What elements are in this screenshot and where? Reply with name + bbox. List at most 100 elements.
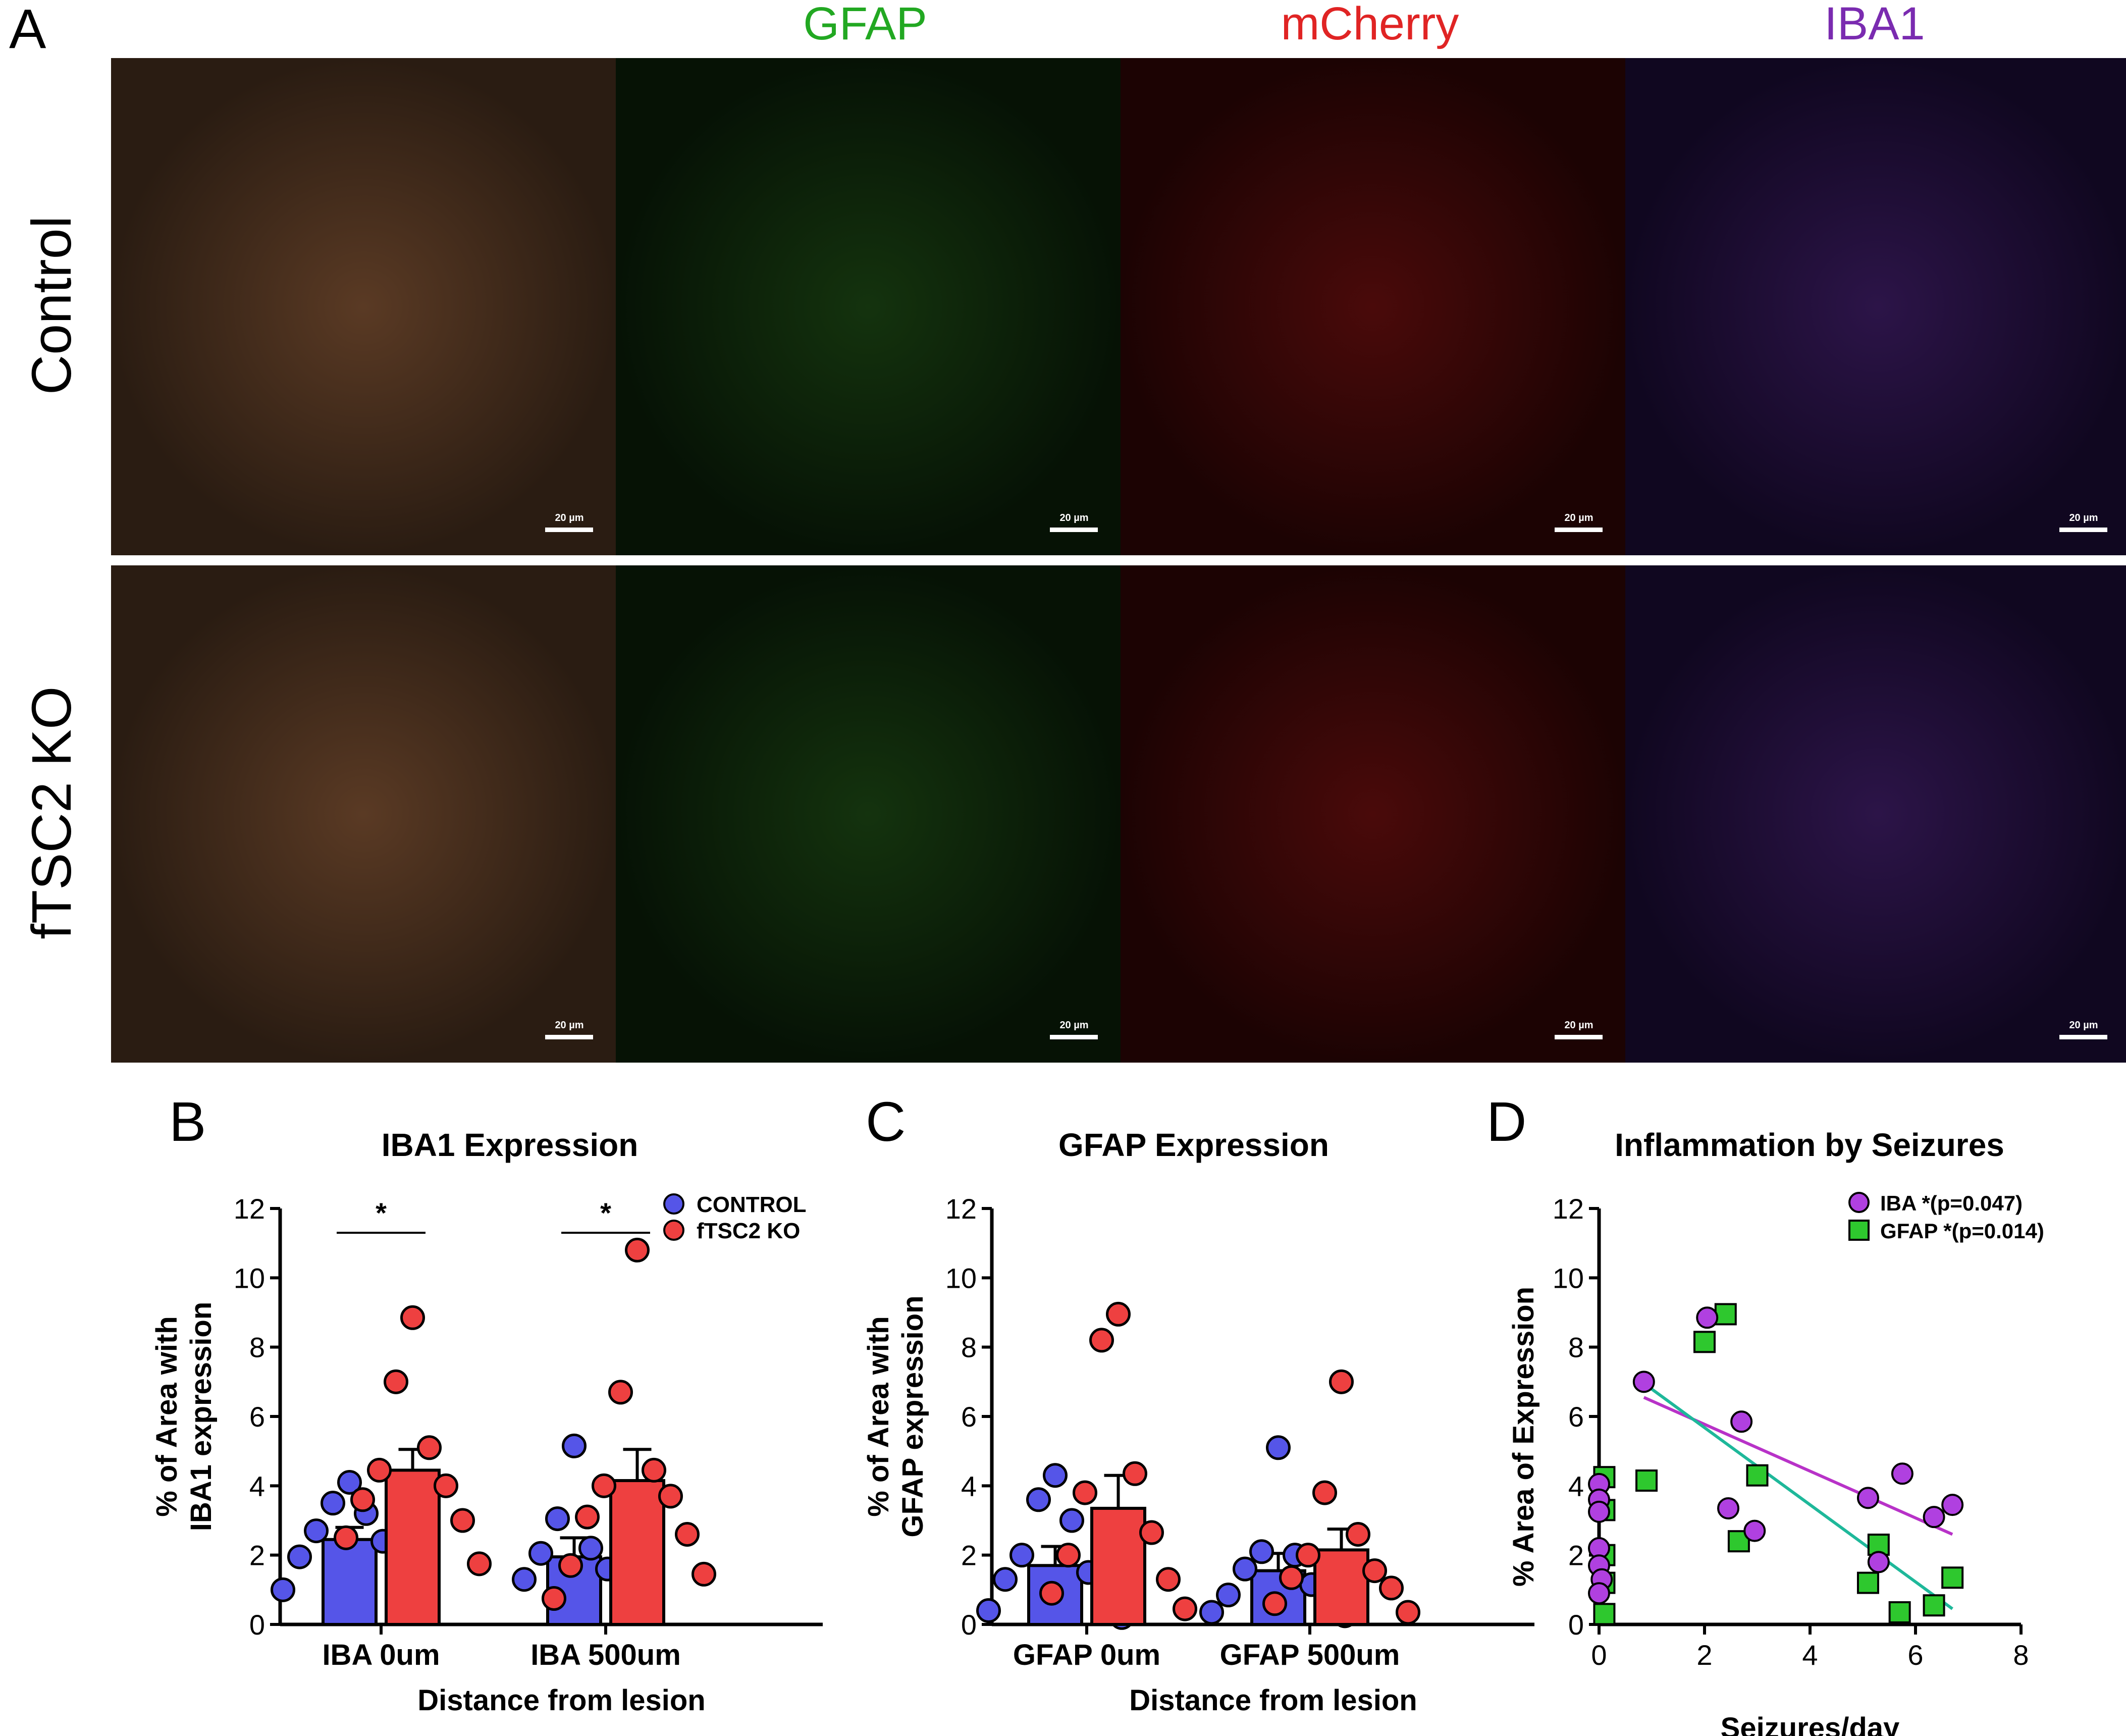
- y-tick-label: 4: [961, 1470, 977, 1502]
- data-point: [558, 1553, 583, 1578]
- legend-label: IBA *(p=0.047): [1880, 1191, 2023, 1215]
- y-tick-label: 4: [249, 1470, 265, 1502]
- y-tick-label: 0: [961, 1609, 977, 1641]
- y-tick-label: 10: [234, 1262, 265, 1294]
- chart-title: IBA1 Expression: [382, 1127, 639, 1163]
- data-point-gfap: [1593, 1603, 1616, 1625]
- data-point: [334, 1525, 358, 1550]
- panel-a-letter: A: [9, 0, 46, 60]
- x-tick-label: 6: [1907, 1639, 1923, 1671]
- bar-control: [322, 1538, 378, 1626]
- data-point: [578, 1536, 603, 1561]
- data-point: [528, 1541, 553, 1566]
- data-point: [1262, 1591, 1287, 1616]
- bar-ftsc2ko: [1313, 1548, 1369, 1626]
- data-point: [1362, 1558, 1387, 1584]
- x-axis-label: Distance from lesion: [1129, 1684, 1417, 1717]
- data-point: [434, 1473, 458, 1498]
- data-point: [400, 1305, 425, 1330]
- data-point-gfap: [1941, 1566, 1964, 1589]
- data-point: [337, 1469, 362, 1495]
- scale-bar: [545, 528, 593, 532]
- data-point-iba: [1588, 1582, 1610, 1605]
- micrograph-background: [1121, 565, 1625, 1063]
- y-tick-label: 6: [961, 1401, 977, 1433]
- micrograph-background: [616, 565, 1121, 1063]
- data-point: [1296, 1543, 1320, 1568]
- data-point: [1346, 1521, 1370, 1547]
- data-point: [1139, 1520, 1164, 1545]
- micrograph-control-gfap: 20 µm: [616, 58, 1121, 555]
- data-point-iba: [1696, 1306, 1719, 1329]
- y-tick-label: 2: [961, 1540, 977, 1571]
- y-tick-label: 4: [1568, 1470, 1584, 1502]
- data-point: [1312, 1480, 1337, 1505]
- y-tick-label: 10: [1553, 1262, 1584, 1294]
- legend-label: fTSC2 KO: [697, 1219, 800, 1243]
- legend-marker: [663, 1193, 684, 1215]
- data-point: [467, 1551, 492, 1576]
- data-point: [1266, 1435, 1291, 1460]
- y-axis-label: % Area of Expression: [1507, 1287, 1540, 1587]
- x-tick-label: 2: [1696, 1639, 1712, 1671]
- y-axis-label-line: % of Area with: [150, 1316, 183, 1516]
- data-point: [304, 1518, 329, 1544]
- data-point-gfap: [1635, 1469, 1658, 1492]
- micrograph-ftsc2ko-gfap: 20 µm: [616, 565, 1121, 1063]
- data-point-gfap: [1888, 1601, 1911, 1623]
- data-point: [642, 1457, 666, 1483]
- micrograph-grid: 20 µm 20 µm 20 µm 20 µm 20 µm 20 µm 20 µm 20 µm: [111, 58, 2126, 1063]
- y-tick-label: 12: [945, 1193, 977, 1225]
- scale-bar: [1555, 528, 1603, 532]
- panel-letter: D: [1486, 1091, 1526, 1153]
- x-tick-label: 0: [1591, 1639, 1607, 1671]
- data-point: [976, 1598, 1001, 1623]
- data-point-iba: [1588, 1500, 1610, 1523]
- chart-inflammation-by-seizures: D Inflammation by Seizures 0 2 4 6 8 10 12 0 2 4 6 8%…: [1486, 1091, 2044, 1736]
- bar-ftsc2ko: [609, 1479, 665, 1626]
- legend-marker: [1848, 1220, 1870, 1241]
- row-divider: [111, 555, 2126, 565]
- micrograph-background: [1625, 565, 2126, 1063]
- scale-bar-label: 20 µm: [1059, 1020, 1088, 1031]
- data-point: [1123, 1461, 1147, 1486]
- data-point: [1043, 1463, 1068, 1488]
- data-point: [658, 1484, 683, 1509]
- y-tick-label: 12: [234, 1193, 265, 1225]
- column-header-iba1: IBA1: [1824, 0, 1925, 49]
- data-point: [608, 1380, 633, 1405]
- chart-title: GFAP Expression: [1058, 1127, 1329, 1163]
- scale-bar-label: 20 µm: [1059, 512, 1088, 523]
- data-point: [384, 1369, 408, 1394]
- x-tick-label: IBA 500um: [530, 1639, 681, 1671]
- data-point-iba: [1730, 1410, 1753, 1433]
- data-point-iba: [1856, 1487, 1879, 1509]
- data-point: [625, 1237, 650, 1262]
- scale-bar: [1050, 528, 1098, 532]
- significance-marker: *: [376, 1197, 387, 1229]
- scale-bar-label: 20 µm: [2069, 1020, 2098, 1031]
- scale-bar-label: 20 µm: [2069, 512, 2098, 523]
- data-point-iba: [1867, 1551, 1890, 1573]
- data-point-gfap: [1714, 1303, 1737, 1326]
- micrograph-ftsc2ko-mcherry: 20 µm: [1121, 565, 1625, 1063]
- data-point: [1059, 1508, 1084, 1533]
- data-point-gfap: [1923, 1594, 1945, 1617]
- micrograph-ftsc2ko-iba1: 20 µm: [1625, 565, 2126, 1063]
- data-point-iba: [1717, 1497, 1740, 1519]
- x-tick-label: 8: [2013, 1639, 2029, 1671]
- data-point-iba: [1632, 1371, 1655, 1393]
- x-tick-label: IBA 0um: [322, 1639, 440, 1671]
- micrograph-control-mcherry: 20 µm: [1121, 58, 1625, 555]
- y-tick-label: 0: [1568, 1609, 1584, 1641]
- data-point-gfap: [1693, 1331, 1716, 1353]
- y-tick-label: 0: [249, 1609, 265, 1641]
- scale-bar-label: 20 µm: [1564, 512, 1593, 523]
- data-point: [271, 1577, 295, 1602]
- micrograph-control-merge: 20 µm: [111, 58, 616, 555]
- data-point: [562, 1433, 587, 1458]
- data-point: [993, 1567, 1018, 1592]
- y-axis-label: % of Area withIBA1 expression: [150, 1302, 218, 1532]
